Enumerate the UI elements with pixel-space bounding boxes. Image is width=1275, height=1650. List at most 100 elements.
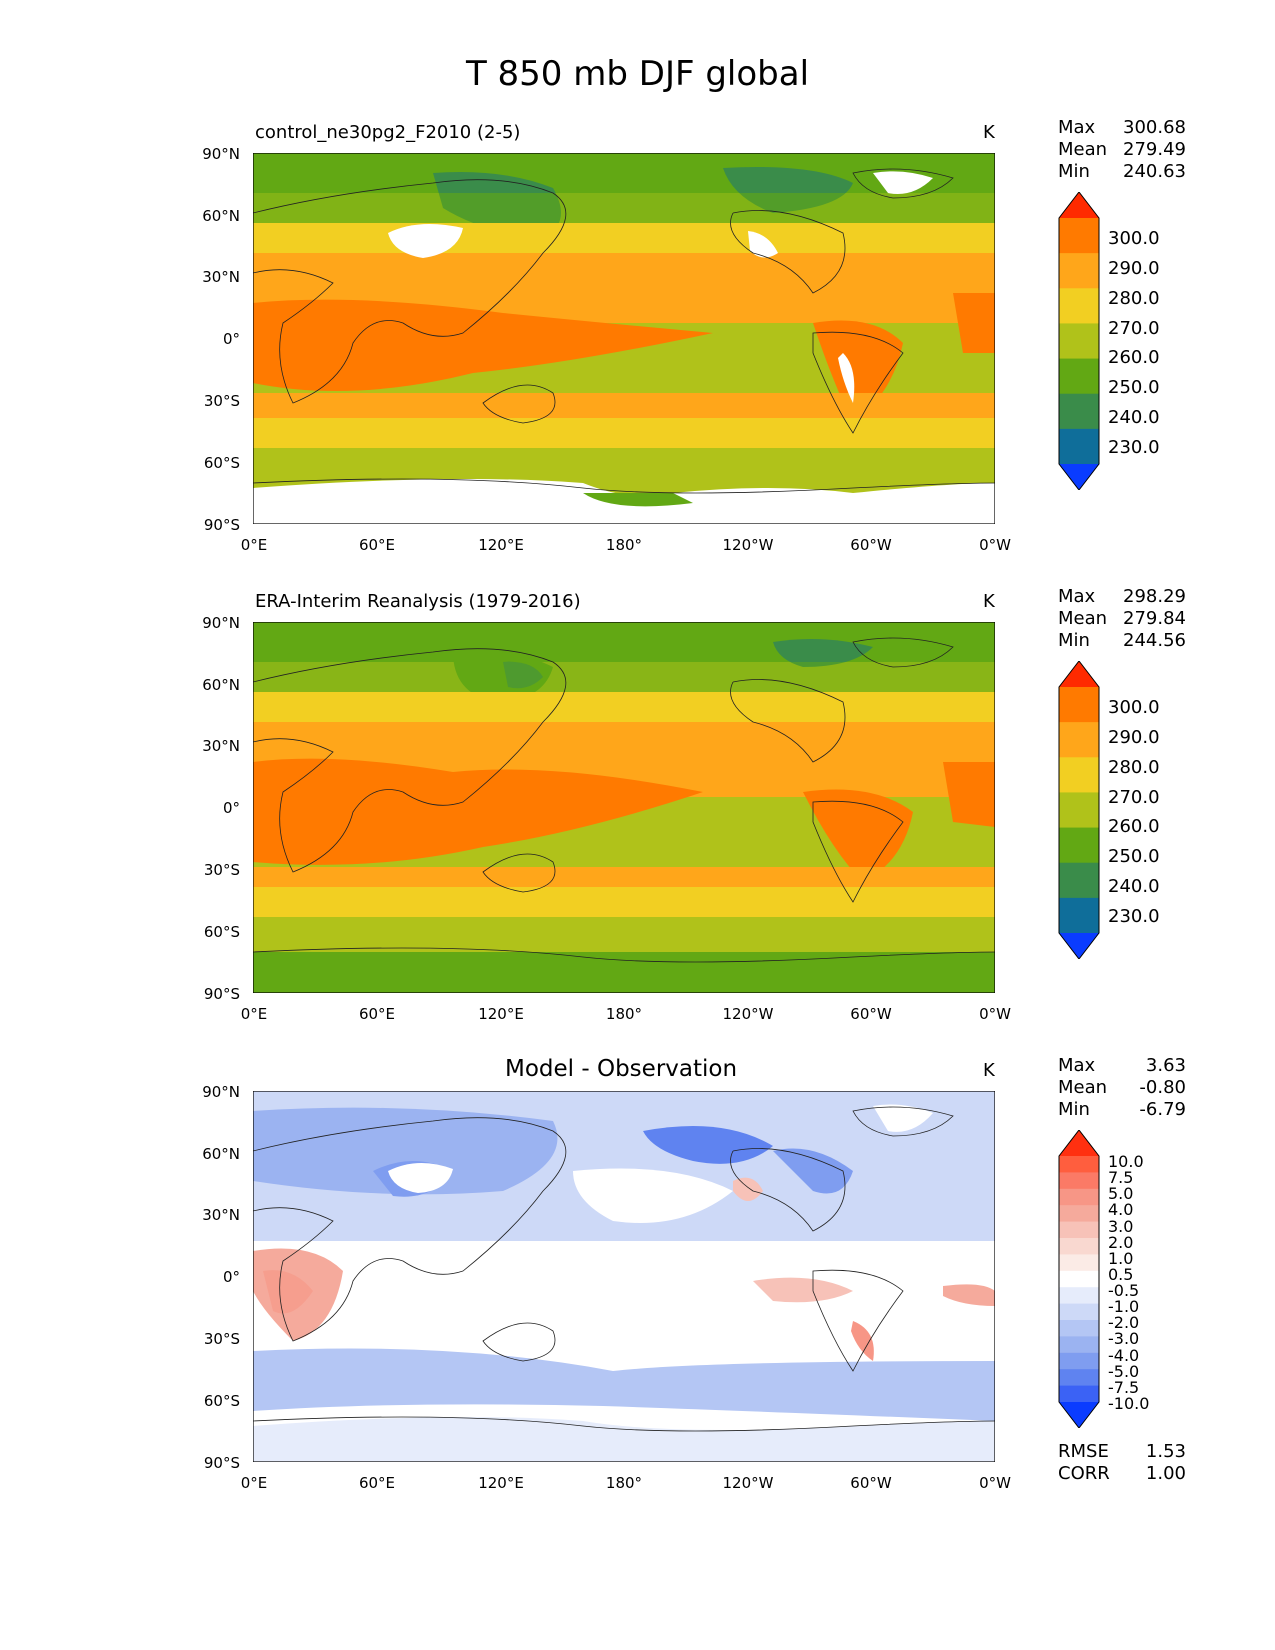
skill-scores: RMSE 1.53 CORR 1.00: [1058, 1441, 1186, 1485]
stat-mean-label: Mean: [1058, 139, 1108, 160]
colorbar-segment: [1059, 218, 1099, 254]
corr-label: CORR: [1058, 1463, 1110, 1484]
lat-tick: 60°N: [202, 1145, 240, 1163]
colorbar-label: -10.0: [1108, 1394, 1150, 1413]
colorbar: [1058, 661, 1100, 959]
lat-tick: 0°: [222, 330, 240, 348]
colorbar-extend-min: [1059, 1402, 1099, 1428]
colorbar-segment: [1059, 827, 1099, 864]
stat-min-label: Min: [1058, 1099, 1090, 1120]
corr-value: 1.00: [1145, 1463, 1186, 1484]
lat-tick: 90°N: [202, 145, 240, 163]
colorbar-segment: [1059, 687, 1099, 723]
colorbar-label: 280.0: [1108, 757, 1160, 778]
lon-tick: 60°W: [850, 1005, 892, 1023]
lon-tick: 0°E: [240, 536, 268, 554]
colorbar-segment: [1059, 1352, 1099, 1370]
colorbar-label: 290.0: [1108, 258, 1160, 279]
stat-max-label: Max: [1058, 1055, 1096, 1076]
colorbar-segment: [1059, 253, 1099, 289]
colorbar-segment: [1059, 722, 1099, 758]
lat-tick: 60°S: [203, 923, 240, 941]
colorbar-label: 230.0: [1108, 437, 1160, 458]
colorbar-label: -2.0: [1108, 1313, 1140, 1333]
stat-mean-label: Mean: [1058, 1077, 1108, 1098]
lon-tick: 60°E: [358, 1474, 396, 1492]
lat-tick: 30°N: [202, 1206, 240, 1224]
colorbar-segment: [1059, 1221, 1099, 1239]
stat-min: 240.63: [1123, 161, 1186, 182]
map-observation: [253, 622, 995, 993]
colorbar-label: 5.0: [1108, 1184, 1134, 1204]
colorbar-label: 300.0: [1108, 697, 1160, 718]
colorbar-segment: [1059, 897, 1099, 934]
colorbar-segment: [1059, 288, 1099, 324]
lat-tick: 60°N: [202, 207, 240, 225]
lon-tick: 0°W: [979, 1474, 1011, 1492]
colorbar-label: 270.0: [1108, 787, 1160, 808]
colorbar-label: 7.5: [1108, 1168, 1134, 1188]
colorbar-segment: [1059, 1303, 1099, 1321]
colorbar-label: 10.0: [1108, 1152, 1144, 1171]
colorbar-label: 240.0: [1108, 407, 1160, 428]
colorbar-label: 0.5: [1108, 1264, 1134, 1284]
lon-tick: 60°E: [358, 536, 396, 554]
stats-box: Max 298.29 Mean 279.84 Min 244.56: [1058, 586, 1186, 652]
stat-min: 244.56: [1123, 630, 1186, 651]
colorbar-label: 260.0: [1108, 347, 1160, 368]
colorbar-label: 1.0: [1108, 1248, 1134, 1268]
units-label: K: [983, 122, 995, 143]
lon-tick: 0°W: [979, 1005, 1011, 1023]
stat-mean: 279.84: [1123, 608, 1186, 629]
colorbar-segment: [1059, 393, 1099, 430]
colorbar-outline: [1058, 661, 1100, 959]
colorbar-label: -5.0: [1108, 1361, 1140, 1381]
colorbar-label: 280.0: [1108, 288, 1160, 309]
colorbar-segment: [1059, 792, 1099, 829]
colorbar-label: -1.0: [1108, 1297, 1140, 1317]
colorbar-label: -0.5: [1108, 1281, 1140, 1301]
stat-max-label: Max: [1058, 117, 1096, 138]
colorbar-segment: [1059, 323, 1099, 360]
lat-tick: 60°N: [202, 676, 240, 694]
stat-mean: -0.80: [1139, 1077, 1186, 1098]
colorbar-label: 3.0: [1108, 1216, 1134, 1236]
colorbar-label: -3.0: [1108, 1329, 1140, 1349]
units-label: K: [983, 591, 995, 612]
colorbar-segment: [1059, 358, 1099, 395]
lon-tick: 120°E: [478, 1005, 524, 1023]
lon-tick: 180°: [605, 536, 643, 554]
colorbar-segment: [1059, 1172, 1099, 1190]
lon-tick: 120°W: [722, 1474, 774, 1492]
panel-title: ERA-Interim Reanalysis (1979-2016): [255, 591, 581, 612]
stat-max: 3.63: [1145, 1055, 1186, 1076]
lon-tick: 120°W: [722, 536, 774, 554]
colorbar-label: 260.0: [1108, 816, 1160, 837]
colorbar-segment: [1059, 1205, 1099, 1223]
lat-tick: 90°S: [203, 1454, 240, 1472]
colorbar-label: -4.0: [1108, 1345, 1140, 1365]
colorbar-outline: [1058, 192, 1100, 490]
lat-tick: 0°: [222, 799, 240, 817]
stat-min-label: Min: [1058, 630, 1090, 651]
stat-min: -6.79: [1139, 1099, 1186, 1120]
colorbar-segment: [1059, 757, 1099, 793]
lon-tick: 0°E: [240, 1005, 268, 1023]
lat-tick: 30°N: [202, 268, 240, 286]
lon-tick: 60°W: [850, 536, 892, 554]
colorbar-segment: [1059, 1287, 1099, 1305]
panel-title: control_ne30pg2_F2010 (2-5): [255, 122, 521, 143]
colorbar-segment: [1059, 1369, 1099, 1387]
colorbar-segment: [1059, 428, 1099, 465]
lon-tick: 0°E: [240, 1474, 268, 1492]
lon-tick: 60°W: [850, 1474, 892, 1492]
map-model: [253, 153, 995, 524]
stat-min-label: Min: [1058, 161, 1090, 182]
lat-tick: 30°S: [203, 1330, 240, 1348]
colorbar-extend-min: [1059, 464, 1099, 490]
lat-tick: 60°S: [203, 454, 240, 472]
units-label: K: [983, 1060, 995, 1081]
colorbar-label: 270.0: [1108, 318, 1160, 339]
lon-tick: 120°E: [478, 1474, 524, 1492]
lon-tick: 180°: [605, 1474, 643, 1492]
